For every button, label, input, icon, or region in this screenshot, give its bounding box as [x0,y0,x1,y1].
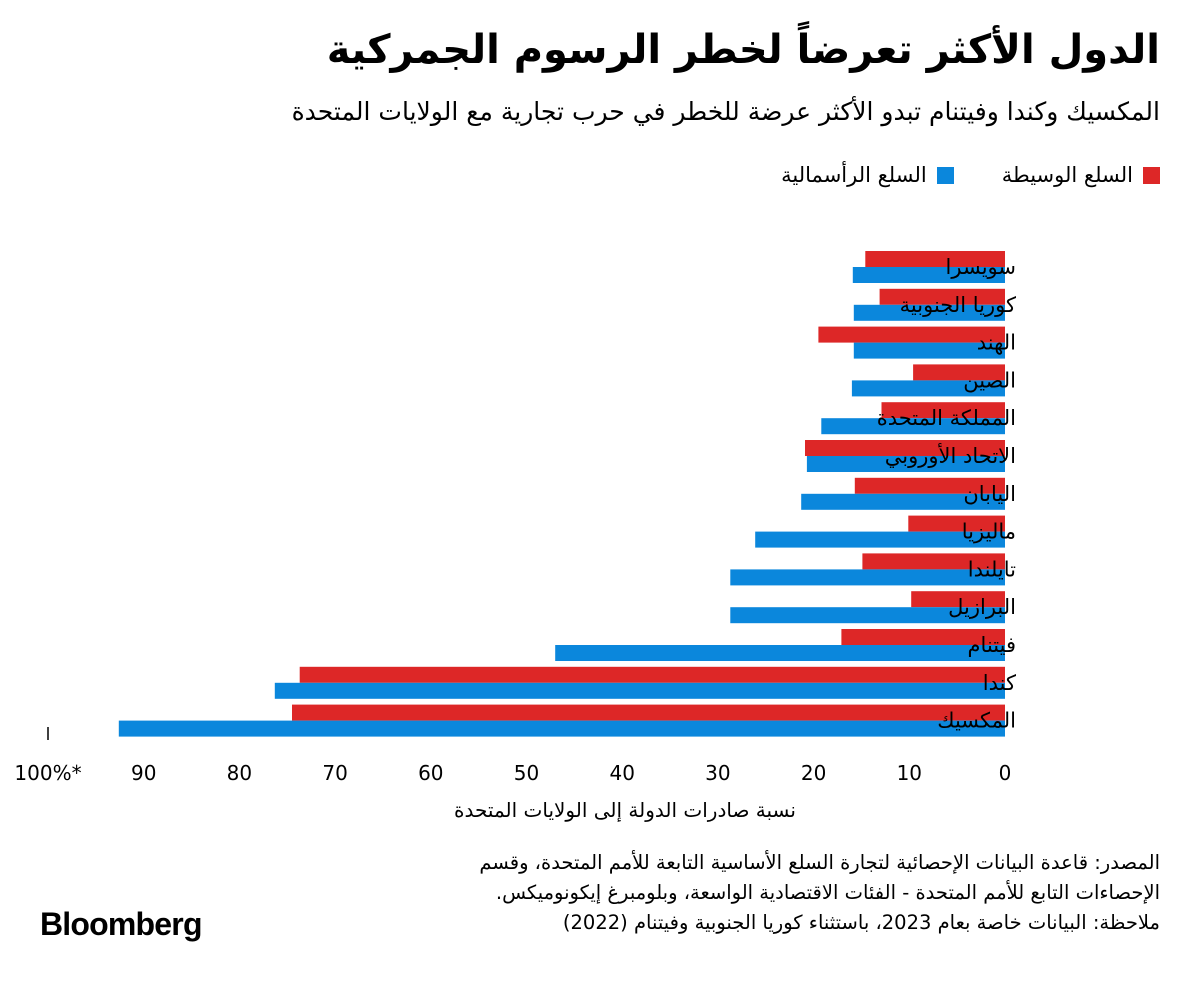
category-label: كوريا الجنوبية [900,293,1016,317]
bar-capital [852,267,1005,283]
category-label: الصين [963,368,1016,392]
footnote-source-line-1: المصدر: قاعدة البيانات الإحصائية لتجارة … [479,851,1160,874]
bar-intermediate [881,402,1005,419]
category-label: الهند [977,331,1016,355]
chart-subtitle: المكسيك وكندا وفيتنام تبدو الأكثر عرضة ل… [291,97,1160,126]
bar-intermediate [913,364,1005,381]
x-tick-label: 10 [897,761,922,785]
x-tick-label: 80 [227,761,252,785]
x-axis-label: نسبة صادرات الدولة إلى الولايات المتحدة [454,798,796,822]
chart-title: الدول الأكثر تعرضاً لخطر الرسوم الجمركية [326,27,1160,73]
bar-intermediate [862,553,1005,570]
category-label: البرازيل [948,595,1016,619]
category-label: كندا [983,671,1016,695]
legend: السلع الوسيطة السلع الرأسمالية [781,158,1160,192]
x-tick-label: 70 [322,761,347,785]
category-label: المكسيك [937,709,1016,733]
legend-swatch-intermediate [1143,166,1160,184]
bar-intermediate [292,704,1005,721]
bar-intermediate [911,591,1005,608]
x-tick-label: 60 [418,761,443,785]
x-tick-label: 100%* [14,761,81,785]
footnote: المصدر: قاعدة البيانات الإحصائية لتجارة … [330,848,1160,938]
x-tick-label: 20 [801,761,826,785]
legend-item-capital: السلع الرأسمالية [781,163,954,187]
category-label: سويسرا [946,255,1016,279]
bar-capital [801,493,1005,510]
category-label: فيتنام [968,633,1016,657]
legend-item-intermediate: السلع الوسيطة [1002,163,1160,187]
bar-intermediate [818,326,1005,343]
x-tick-label: 40 [609,761,634,785]
bar-capital [853,342,1005,359]
bar-capital [851,380,1005,397]
footnote-source-line-2: الإحصاءات التابع للأمم المتحدة - الفئات … [495,881,1160,904]
x-tick-label: 0 [999,761,1012,785]
category-label: الاتحاد الأوروبي [885,443,1016,468]
category-label: اليابان [963,482,1016,506]
bar-intermediate [299,666,1005,683]
footnote-note-line: ملاحظة: البيانات خاصة بعام 2023، باستثنا… [562,911,1160,934]
x-tick-label: 90 [131,761,156,785]
bar-capital [755,531,1005,548]
bar-intermediate [805,440,1005,456]
bloomberg-logo: Bloomberg [40,906,203,942]
bar-capital [118,720,1006,737]
bar-intermediate [841,629,1005,645]
bar-capital [730,607,1005,624]
bar-capital [806,456,1005,472]
bar-chart: سويسرا كوريا الجنوبية الهند الصين المملكة ال… [14,251,1016,785]
category-label: ماليزيا [962,520,1016,544]
category-label: المملكة المتحدة [877,406,1016,430]
bar-intermediate [908,515,1005,532]
legend-swatch-capital [936,166,954,184]
legend-label-intermediate: السلع الوسيطة [1001,163,1133,187]
category-label: تايلندا [968,557,1016,581]
x-tick-label: 50 [514,761,539,785]
bar-capital [274,682,1005,699]
bar-intermediate [879,288,1005,305]
bar-capital [853,304,1005,321]
bar-intermediate [865,251,1005,267]
bar-capital [821,418,1005,435]
bar-capital [555,645,1005,661]
legend-label-capital: السلع الرأسمالية [781,163,927,187]
x-tick-label: 30 [705,761,730,785]
bar-capital [730,569,1005,586]
bar-intermediate [854,477,1005,494]
